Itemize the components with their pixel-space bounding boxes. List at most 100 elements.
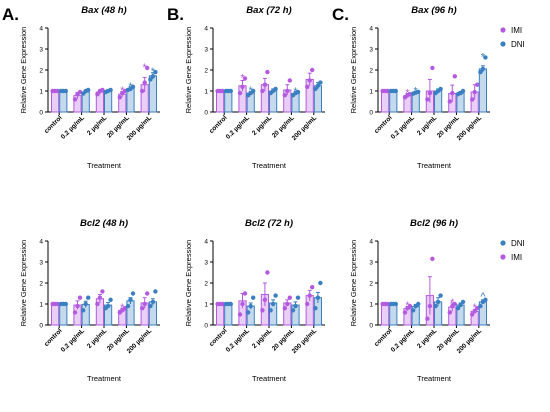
data-point-imi — [142, 301, 147, 307]
category-label: control — [43, 327, 64, 348]
data-point-imi — [430, 256, 435, 262]
data-point-imi — [242, 291, 248, 296]
data-point-imi — [447, 99, 452, 104]
data-point-dni — [108, 297, 113, 302]
y-tick-label: 1 — [204, 88, 208, 95]
data-point-imi — [452, 301, 457, 307]
y-tick-label: 2 — [39, 280, 43, 287]
y-tick-label: 3 — [39, 259, 43, 266]
category-label: control — [373, 327, 394, 348]
y-tick-label: 2 — [204, 67, 208, 74]
panel-letter: A. — [2, 5, 19, 24]
y-tick-label: 0 — [369, 322, 373, 329]
x-axis-label: Treatment — [87, 374, 122, 383]
data-point-dni — [128, 297, 133, 302]
data-point-dni — [105, 303, 111, 309]
chart-title: Bcl2 (48 h) — [80, 218, 128, 229]
data-point-dni — [393, 301, 398, 307]
data-point-imi — [475, 82, 480, 87]
chart-panel-2: B. Bax (72 h) 0 1 2 3 4 Relative Gene Expressio… — [167, 5, 325, 170]
data-point-dni — [130, 291, 136, 296]
data-point-imi — [242, 76, 248, 81]
data-point-imi — [260, 88, 265, 94]
data-point-imi — [305, 84, 310, 90]
y-tick-label: 2 — [369, 67, 373, 74]
data-point-dni — [293, 303, 298, 309]
data-point-imi — [287, 78, 292, 83]
chart-panel-6: Bcl2 (96 h) 0 1 2 3 4 Relative Gene Expression… — [349, 218, 525, 383]
y-tick-label: 2 — [204, 280, 208, 287]
data-point-imi — [310, 285, 315, 290]
y-tick-label: 3 — [204, 259, 208, 266]
category-label: 0.2 µg/mL — [390, 114, 416, 140]
data-point-dni — [63, 88, 68, 94]
bar-imi — [381, 90, 390, 113]
data-point-imi — [402, 310, 408, 315]
category-label: 0.2 µg/mL — [60, 327, 86, 353]
x-axis-label: Treatment — [417, 374, 452, 383]
data-point-imi — [265, 69, 270, 75]
legend-marker-imi — [500, 254, 506, 260]
y-tick-label: 4 — [369, 238, 373, 245]
category-label: 2 µg/mL — [86, 114, 108, 136]
category-label: control — [208, 114, 229, 135]
x-axis-label: Treatment — [87, 161, 122, 170]
data-point-dni — [153, 69, 158, 75]
chart-title: Bax (72 h) — [246, 5, 291, 16]
x-axis-label: Treatment — [417, 161, 452, 170]
data-point-imi — [385, 88, 390, 94]
data-point-dni — [290, 308, 296, 313]
data-point-imi — [95, 91, 100, 97]
data-point-imi — [385, 301, 390, 307]
data-point-dni — [455, 306, 461, 311]
significance-mark: * — [405, 300, 410, 312]
data-point-imi — [55, 88, 60, 94]
significance-mark: * — [120, 302, 125, 314]
data-point-dni — [81, 308, 86, 313]
data-point-dni — [148, 77, 153, 82]
data-point-dni — [130, 84, 136, 90]
data-point-imi — [145, 291, 150, 296]
y-tick-label: 0 — [39, 322, 43, 329]
data-point-imi — [55, 301, 60, 307]
data-point-imi — [470, 97, 475, 102]
bar-dni — [269, 302, 278, 326]
data-point-dni — [315, 295, 321, 300]
category-label: control — [208, 327, 229, 348]
chart-panel-4: Bcl2 (48 h) 0 1 2 3 4 Relative Gene Expression… — [19, 218, 160, 383]
significance-mark: * — [481, 51, 486, 63]
category-label: control — [43, 114, 64, 135]
data-point-imi — [425, 97, 430, 102]
y-axis-label: Relative Gene Expression — [19, 240, 28, 327]
data-point-imi — [430, 65, 435, 71]
y-tick-label: 4 — [369, 25, 373, 32]
legend-marker-dni — [500, 240, 506, 246]
category-label: 2 µg/mL — [416, 327, 438, 349]
data-point-dni — [480, 66, 486, 72]
bar-dni — [59, 303, 68, 326]
category-label: 0.2 µg/mL — [225, 114, 251, 140]
data-point-imi — [145, 65, 150, 71]
category-label: 2 µg/mL — [251, 327, 273, 349]
data-point-imi — [240, 301, 245, 307]
data-point-imi — [447, 310, 452, 315]
data-point-dni — [438, 86, 443, 92]
data-point-dni — [458, 302, 463, 308]
y-tick-label: 0 — [39, 109, 43, 116]
legend-label: DNI — [511, 239, 525, 248]
data-point-imi — [425, 316, 430, 321]
data-point-dni — [273, 86, 278, 92]
data-point-dni — [433, 303, 438, 309]
bar-dni — [224, 90, 233, 113]
category-label: control — [373, 114, 394, 135]
significance-mark: * — [143, 62, 148, 74]
data-point-imi — [122, 306, 128, 311]
data-point-imi — [285, 88, 290, 94]
data-point-dni — [108, 87, 113, 93]
y-tick-label: 3 — [369, 259, 373, 266]
data-point-imi — [427, 90, 433, 96]
y-tick-label: 4 — [204, 238, 208, 245]
y-tick-label: 1 — [369, 301, 373, 308]
data-point-dni — [273, 293, 278, 298]
bar-dni — [389, 90, 398, 113]
